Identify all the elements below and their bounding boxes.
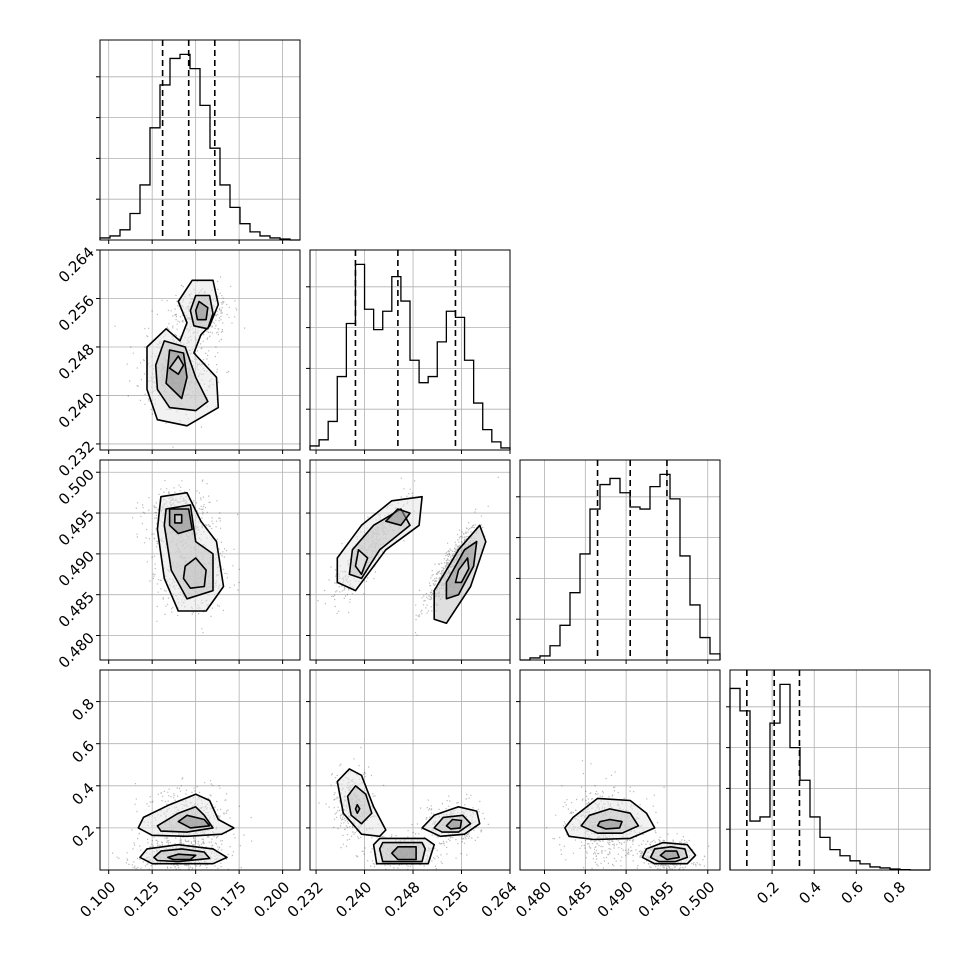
x-tick-label: 0.2 (753, 878, 783, 908)
scatter-panel-3-1 (306, 669, 511, 874)
density-contour (659, 850, 680, 861)
scatter-panel-2-1 (306, 459, 511, 664)
y-tick-label: 0.4 (68, 779, 98, 809)
panel-background (100, 670, 300, 870)
histogram-step-line (309, 263, 511, 450)
scatter-panel-3-0 (96, 669, 301, 874)
x-tick-label: 0.150 (163, 878, 206, 921)
x-tick-label: 0.175 (207, 878, 250, 921)
density-contour (346, 785, 373, 825)
x-tick-label: 0.200 (250, 878, 293, 921)
x-tick-label: 0.480 (512, 878, 555, 921)
panel-frame (309, 459, 511, 661)
x-tick-label: 0.232 (284, 878, 327, 921)
panel-background (520, 670, 720, 870)
panel-frame (99, 459, 301, 661)
y-tick-label: 0.495 (55, 506, 98, 549)
panel-content (317, 476, 499, 636)
panel-content (318, 747, 489, 870)
histogram-panel-3 (726, 669, 931, 874)
density-contour (167, 853, 197, 861)
x-tick-label: 0.256 (429, 878, 472, 921)
histogram-panel-2 (516, 459, 721, 664)
density-contour (385, 508, 411, 527)
histogram-step-line (520, 473, 721, 661)
x-tick-label: 0.485 (553, 878, 596, 921)
x-tick-label: 0.248 (381, 878, 424, 921)
y-tick-label: 0.256 (55, 292, 98, 335)
histogram-panel-0 (96, 39, 301, 244)
histogram-step-line (99, 53, 300, 241)
x-tick-label: 0.240 (332, 878, 375, 921)
histogram-step-line (729, 683, 930, 871)
panel-frame (309, 249, 511, 451)
y-tick-label: 0.485 (55, 588, 98, 631)
panel-frame (729, 669, 931, 871)
y-tick-label: 0.490 (55, 547, 98, 590)
x-tick-label: 0.6 (837, 878, 867, 908)
y-tick-label: 0.248 (55, 340, 98, 383)
x-tick-label: 0.4 (795, 878, 825, 908)
density-contour (354, 549, 369, 576)
density-contour (168, 355, 185, 375)
density-contour (182, 557, 207, 589)
histogram-panel-1 (306, 249, 511, 454)
scatter-panel-2-0 (96, 459, 301, 664)
panel-content (112, 777, 253, 870)
y-tick-label: 0.2 (68, 821, 98, 851)
panel-content (114, 276, 246, 450)
x-tick-label: 0.100 (76, 878, 119, 921)
panel-frame (519, 669, 721, 871)
y-tick-label: 0.6 (68, 737, 98, 767)
panel-frame (99, 249, 301, 451)
panel-content (546, 760, 710, 870)
density-contour (596, 818, 623, 830)
panel-frame (99, 39, 301, 241)
y-tick-label: 0.264 (55, 243, 98, 286)
panel-content (132, 460, 241, 634)
y-tick-label: 0.240 (55, 389, 98, 432)
x-tick-label: 0.490 (594, 878, 637, 921)
x-tick-label: 0.495 (635, 878, 678, 921)
y-tick-label: 0.480 (55, 629, 98, 672)
x-tick-label: 0.125 (120, 878, 163, 921)
panel-frame (99, 669, 301, 871)
panel-frame (519, 459, 721, 661)
x-tick-label: 0.8 (880, 878, 910, 908)
y-tick-label: 0.8 (68, 695, 98, 725)
density-contour (194, 300, 209, 321)
density-contour (354, 803, 361, 814)
panel-frame (309, 669, 511, 871)
x-tick-label: 0.500 (675, 878, 718, 921)
scatter-panel-1-0 (96, 249, 301, 454)
scatter-panel-3-2 (516, 669, 721, 874)
density-contour (174, 513, 183, 524)
panel-background (310, 670, 510, 870)
density-contour (454, 557, 470, 584)
density-contour (445, 818, 463, 830)
x-tick-label: 0.264 (478, 878, 521, 921)
panel-background (730, 670, 930, 870)
density-contour (391, 846, 417, 861)
density-contour (177, 814, 211, 829)
